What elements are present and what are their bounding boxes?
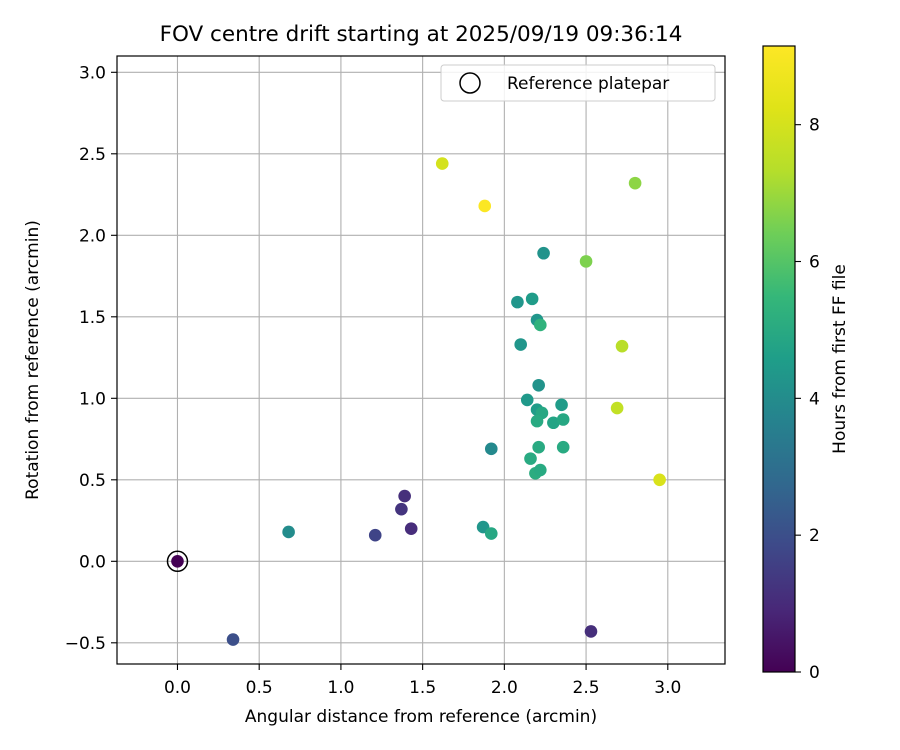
x-tick-label: 2.5 [573, 678, 600, 698]
colorbar-tick-label: 2 [809, 526, 820, 546]
data-point [171, 555, 184, 568]
x-tick-label: 0.0 [164, 678, 191, 698]
colorbar-tick-label: 6 [809, 253, 820, 273]
grid-lines [117, 56, 725, 664]
data-point [555, 398, 568, 412]
data-point [534, 463, 547, 477]
x-tick-label: 3.0 [654, 678, 681, 698]
data-point [532, 378, 545, 392]
legend-label: Reference platepar [507, 74, 669, 94]
data-point [435, 157, 449, 170]
y-axis-label: Rotation from reference (arcmin) [23, 220, 43, 500]
legend: Reference platepar [440, 64, 716, 102]
data-point [478, 199, 492, 213]
y-tick-label: 2.0 [79, 226, 106, 246]
data-point [610, 401, 624, 415]
data-point [520, 393, 534, 407]
data-point [514, 338, 527, 351]
data-point [532, 440, 545, 454]
colorbar-gradient [762, 45, 796, 673]
data-points [171, 157, 666, 646]
y-tick-label: 1.5 [79, 308, 106, 328]
data-point [395, 502, 408, 516]
data-point [615, 339, 629, 353]
y-axis-ticks: −0.5 0.0 0.5 1.0 1.5 2.0 2.5 3.0 [65, 63, 117, 654]
y-tick-label: 1.0 [79, 389, 106, 409]
data-point [584, 625, 598, 638]
colorbar-label: Hours from first FF file [830, 264, 850, 454]
data-point [653, 473, 666, 487]
x-tick-label: 1.0 [327, 678, 354, 698]
chart-title: FOV centre drift starting at 2025/09/19 … [160, 22, 683, 47]
data-point [404, 522, 418, 536]
x-tick-label: 1.5 [409, 678, 436, 698]
y-tick-label: −0.5 [65, 634, 106, 654]
data-point [579, 255, 593, 268]
y-tick-label: 0.0 [79, 552, 106, 572]
data-point [547, 416, 560, 430]
data-point [537, 246, 550, 260]
y-tick-label: 2.5 [79, 145, 106, 165]
data-point [226, 633, 240, 646]
data-point [484, 442, 498, 456]
legend-box [440, 64, 716, 102]
data-point [511, 295, 524, 309]
data-point [524, 452, 537, 465]
colorbar: 0 2 4 6 8 Hours from first FF file [762, 45, 850, 683]
data-point [398, 489, 411, 503]
y-tick-label: 0.5 [79, 471, 106, 491]
plot-frame [116, 55, 726, 665]
reference-circle-icon [166, 550, 189, 573]
data-point [556, 413, 570, 426]
reference-marker [166, 550, 189, 573]
legend-marker-open-circle-icon [459, 72, 481, 94]
colorbar-tick-label: 4 [809, 389, 820, 409]
y-tick-label: 3.0 [79, 63, 106, 83]
data-point [368, 528, 382, 542]
data-point [556, 440, 570, 454]
data-point [282, 525, 295, 539]
colorbar-tick-label: 0 [809, 663, 820, 683]
x-tick-label: 0.5 [246, 678, 273, 698]
colorbar-ticks: 0 2 4 6 8 [795, 116, 820, 683]
data-point [534, 318, 547, 332]
x-axis-ticks: 0.0 0.5 1.0 1.5 2.0 2.5 3.0 [164, 664, 681, 698]
x-tick-label: 2.0 [491, 678, 518, 698]
data-point [628, 176, 642, 190]
data-point [530, 414, 544, 428]
data-point [484, 527, 498, 540]
data-point [525, 292, 539, 306]
x-axis-label: Angular distance from reference (arcmin) [245, 707, 597, 727]
colorbar-tick-label: 8 [809, 116, 820, 136]
